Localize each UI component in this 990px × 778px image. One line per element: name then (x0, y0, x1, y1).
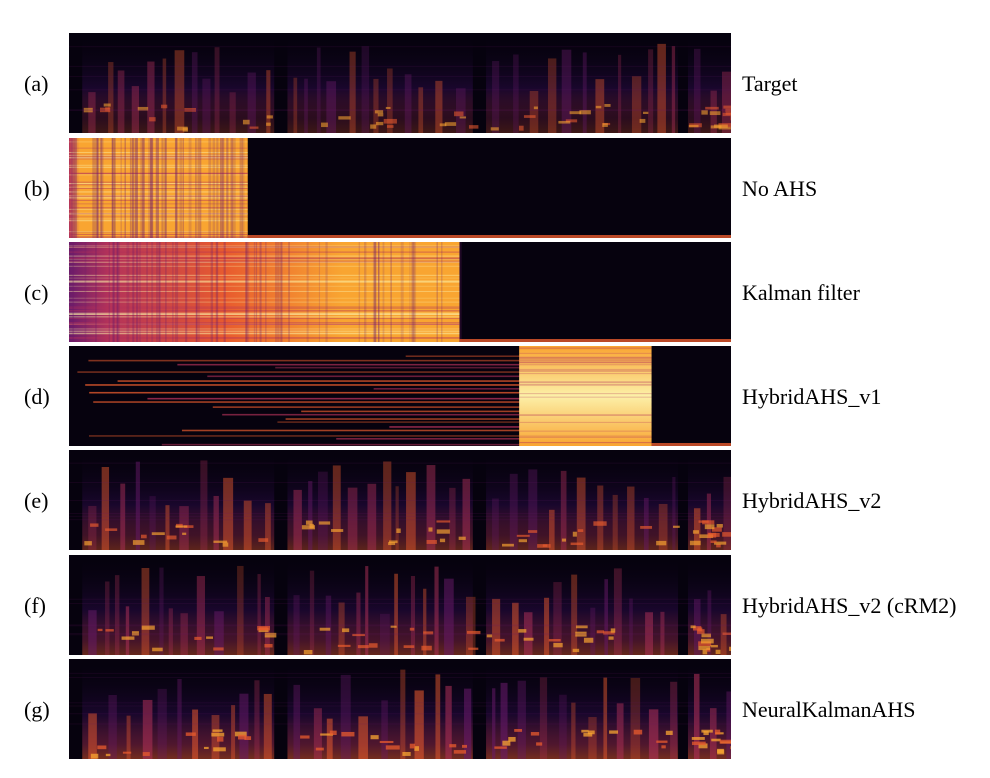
row-label: (e) (24, 488, 49, 513)
row-label: (f) (24, 593, 46, 618)
spectrogram-panel (69, 346, 731, 446)
spectrogram-panel (69, 138, 731, 238)
spectrogram-image (69, 242, 731, 342)
spectrogram-row-c: (c) Kalman filter (0, 242, 990, 342)
method-name: HybridAHS_v2 (742, 488, 882, 513)
method-name: No AHS (742, 176, 818, 201)
spectrogram-image (69, 33, 731, 133)
spectrogram-row-g: (g) NeuralKalmanAHS (0, 659, 990, 759)
spectrogram-panel (69, 242, 731, 342)
spectrogram-panel (69, 450, 731, 550)
row-label: (g) (24, 697, 50, 722)
row-label: (d) (24, 384, 50, 409)
spectrogram-image (69, 555, 731, 655)
method-name: Target (742, 71, 798, 96)
spectrogram-row-d: (d) HybridAHS_v1 (0, 346, 990, 446)
method-name: Kalman filter (742, 280, 860, 305)
spectrogram-row-b: (b) No AHS (0, 138, 990, 238)
spectrogram-image (69, 138, 731, 238)
spectrogram-image (69, 346, 731, 446)
spectrogram-image (69, 659, 731, 759)
spectrogram-row-a: (a) Target (0, 33, 990, 133)
method-name: NeuralKalmanAHS (742, 697, 916, 722)
spectrogram-row-f: (f) HybridAHS_v2 (cRM2) (0, 555, 990, 655)
spectrogram-image (69, 450, 731, 550)
row-label: (a) (24, 71, 49, 96)
spectrogram-panel (69, 33, 731, 133)
spectrogram-panel (69, 659, 731, 759)
row-label: (c) (24, 280, 49, 305)
method-name: HybridAHS_v1 (742, 384, 882, 409)
method-name: HybridAHS_v2 (cRM2) (742, 593, 957, 618)
spectrogram-panel (69, 555, 731, 655)
spectrogram-row-e: (e) HybridAHS_v2 (0, 450, 990, 550)
row-label: (b) (24, 176, 50, 201)
